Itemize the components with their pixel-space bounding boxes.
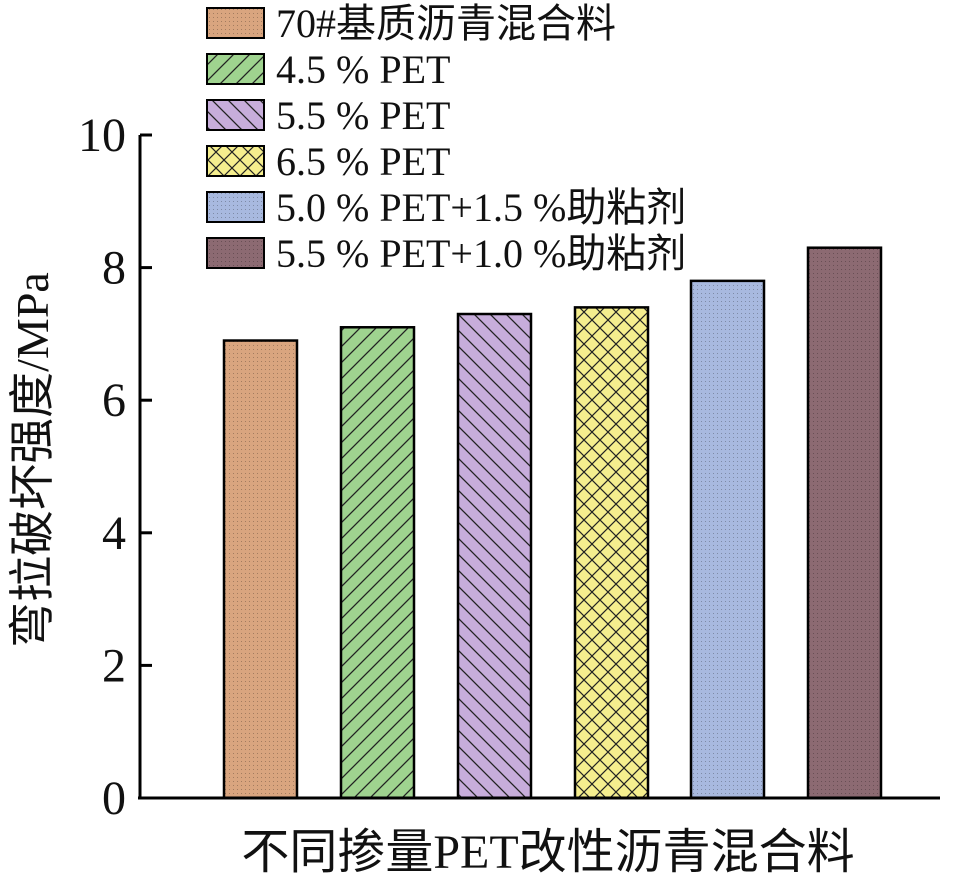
y-tick-label: 6 <box>102 374 126 427</box>
y-tick-label: 8 <box>102 242 126 295</box>
legend-swatch-2 <box>206 53 265 85</box>
legend-label-5: 5.0 % PET+1.5 %助粘剂 <box>276 185 686 230</box>
legend-label-1: 70#基质沥青混合料 <box>276 1 616 46</box>
y-tick-label: 2 <box>102 639 126 692</box>
legend-label-3: 5.5 % PET <box>276 93 450 138</box>
legend-label-6: 5.5 % PET+1.0 %助粘剂 <box>276 231 686 276</box>
y-ticks: 0 2 4 6 8 10 <box>78 109 152 825</box>
legend-swatch-5 <box>206 191 265 223</box>
y-tick-label: 10 <box>78 109 126 162</box>
legend-label-4: 6.5 % PET <box>276 139 450 184</box>
legend-swatch-6 <box>206 237 265 269</box>
bar-1 <box>222 339 299 800</box>
x-axis-label: 不同掺量PET改性沥青混合料 <box>241 826 854 879</box>
y-axis-label: 弯拉破坏强度/MPa <box>7 272 58 648</box>
axes <box>138 135 940 800</box>
legend-swatch-3 <box>206 99 265 131</box>
y-tick-label: 4 <box>102 507 126 560</box>
bar-5 <box>689 279 766 800</box>
legend-swatch-1 <box>206 7 265 39</box>
bar-2 <box>339 326 416 800</box>
legend-swatch-4 <box>206 145 265 177</box>
y-tick-label: 0 <box>102 772 126 825</box>
legend-label-2: 4.5 % PET <box>276 47 450 92</box>
bar-4 <box>573 306 650 800</box>
bar-3 <box>456 312 533 800</box>
bars <box>222 246 883 800</box>
bar-6 <box>806 246 883 800</box>
